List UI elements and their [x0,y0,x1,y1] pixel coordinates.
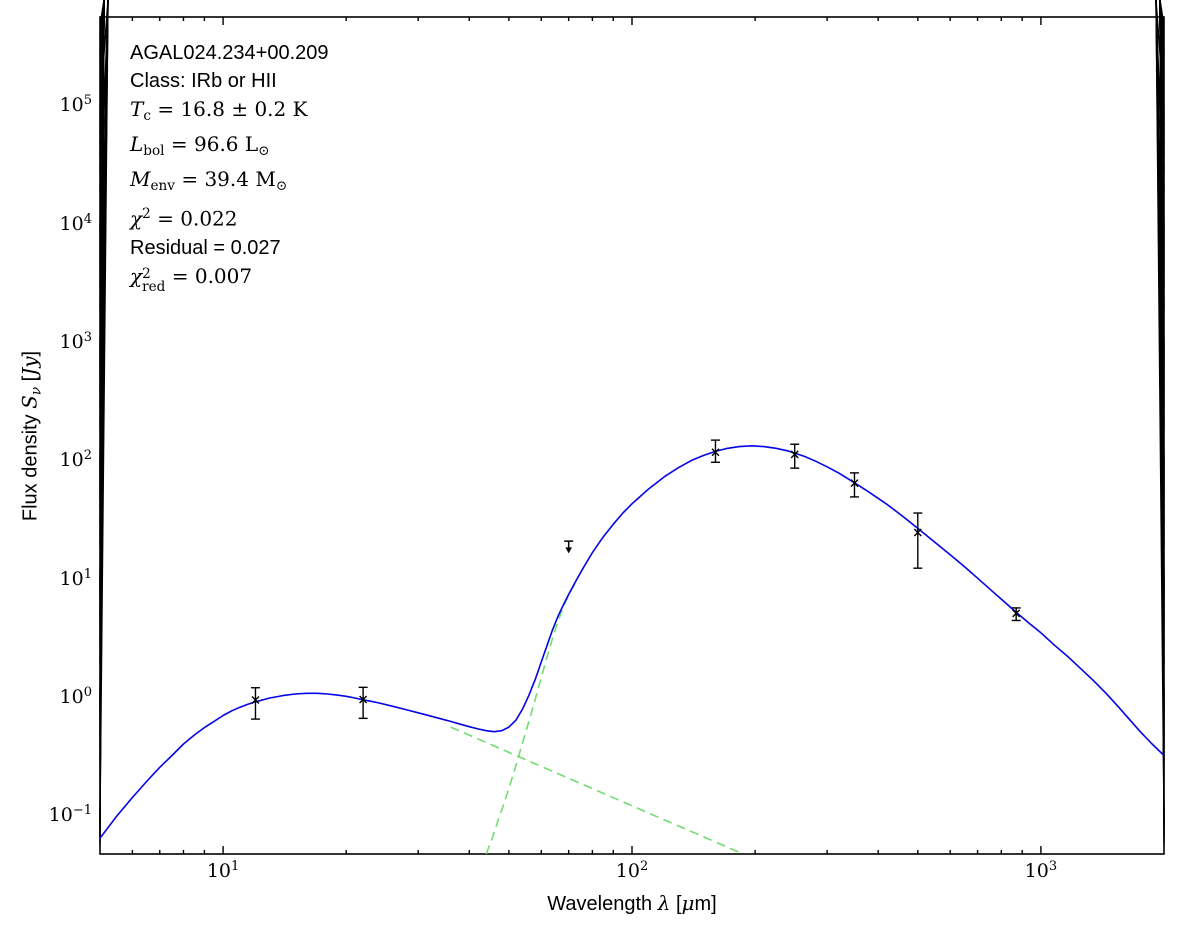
minor-tick [1159,0,1165,26]
x-axis-label: Wavelength λ [μm] [547,891,717,915]
warm-component-curve [450,726,743,855]
data-point [913,528,922,537]
total-model-curve [99,445,1165,839]
data-point [359,695,368,704]
upper-limit-arrow [565,547,572,554]
y-axis-tick-label: 103 [59,329,92,353]
fit-parameters-annotation: AGAL024.234+00.209 Class: IRb or HII Tc = … [130,39,329,295]
minor-tick [99,0,105,26]
data-point [790,450,799,459]
x-axis-tick-label: 101 [206,859,240,882]
y-axis-tick-label: 101 [59,566,92,590]
annotation-line-source-name: AGAL024.234+00.209 [130,42,329,64]
annotation-line-envelope-mass: Menv = 39.4 M⊙ [130,167,288,195]
y-axis-tick-label: 105 [59,93,92,117]
annotation-line-classification: Class: IRb or HII [130,70,277,92]
annotation-line-chi-squared-reduced: χ 2 red = 0.007 [130,263,253,296]
data-point [850,479,859,488]
cold-component-curve [485,581,577,855]
annotation-line-dust-temperature: Tc = 16.8 ± 0.2 K [130,97,308,125]
data-point [251,696,260,705]
annotation-line-residual: Residual = 0.027 [130,236,281,259]
annotation-line-bolometric-luminosity: Lbol = 96.6 L⊙ [130,132,270,160]
y-axis-tick-label: 102 [59,448,92,472]
x-axis-tick-label: 103 [1024,859,1058,882]
annotation-line-chi-squared: χ2 = 0.022 [130,206,238,231]
x-axis-tick-label: 102 [615,859,649,882]
y-axis-label: Flux density Sν [Jy] [17,350,45,521]
data-point [1012,609,1021,618]
y-axis-tick-label: 100 [59,685,92,708]
y-axis-tick-label: 10−1 [48,803,92,827]
y-axis-tick-label: 104 [59,211,92,235]
data-point [711,448,720,457]
